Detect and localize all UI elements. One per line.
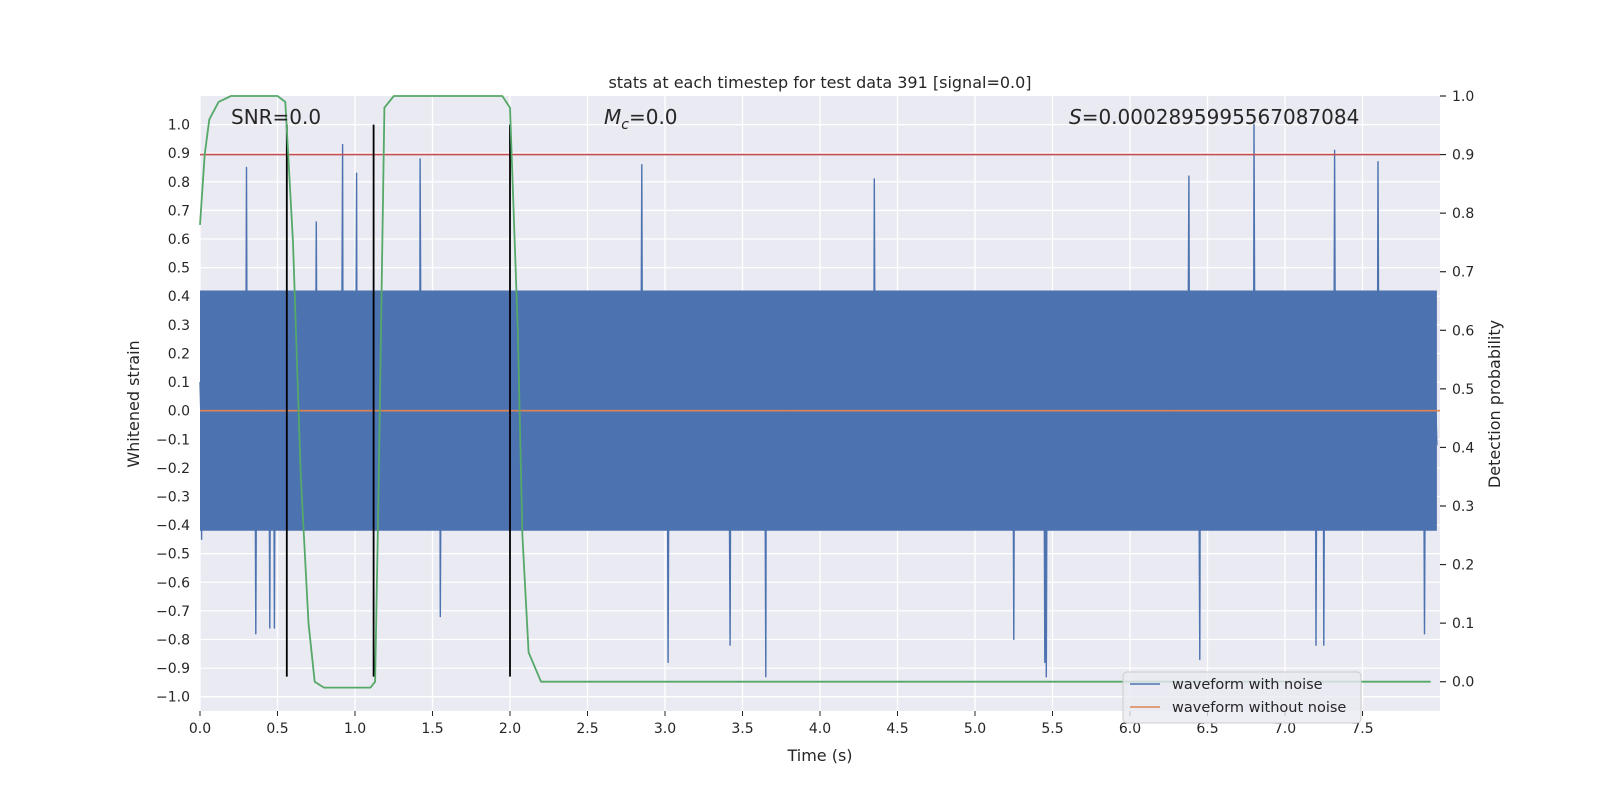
chirp-mass-annotation: Mc=0.0: [604, 105, 678, 133]
x-tick-label: 7.0: [1274, 721, 1296, 737]
x-tick-label: 4.5: [886, 721, 908, 737]
legend-box: [1122, 671, 1362, 724]
y-right-tick-label: 0.6: [1452, 323, 1474, 339]
x-tick-label: 4.0: [809, 721, 831, 737]
detection-probability-line: [199, 95, 1431, 689]
chirp-mass-value: =0.0: [629, 105, 678, 129]
x-tick-label: 5.0: [964, 721, 986, 737]
x-tick-label: 2.5: [576, 721, 598, 737]
x-tick-label: 5.5: [1041, 721, 1063, 737]
y-tick-label: 0.9: [168, 146, 190, 162]
y-tick-label: −0.3: [156, 489, 190, 505]
x-tick-label: 0.0: [189, 721, 211, 737]
score-value: =0.0002895995567087084: [1082, 105, 1360, 129]
y-right-tick-label: 0.1: [1452, 616, 1474, 632]
chart-title: stats at each timestep for test data 391…: [608, 73, 1031, 92]
y-tick-label: −0.2: [156, 461, 190, 477]
y-right-tick-label: 0.0: [1452, 675, 1474, 691]
y-tick-label: 0.6: [168, 232, 190, 248]
y-right-tick-label: 0.4: [1452, 440, 1474, 456]
y-tick-label: −0.8: [156, 632, 190, 648]
y-right-tick-label: 0.8: [1452, 206, 1474, 222]
y-tick-label: 1.0: [168, 118, 190, 134]
score-symbol: S: [1069, 105, 1082, 129]
y-tick-label: −0.9: [156, 661, 190, 677]
y-axis-right-label: Detection probability: [1485, 320, 1504, 488]
x-axis-label: Time (s): [786, 746, 852, 765]
y-axis-label: Whitened strain: [124, 340, 143, 467]
y-right-tick-label: 1.0: [1452, 89, 1474, 105]
y-right-tick-label: 0.9: [1452, 148, 1474, 164]
x-tick-label: 6.5: [1196, 721, 1218, 737]
snr-annotation: SNR=0.0: [231, 105, 321, 129]
y-tick-label: 0.0: [168, 404, 190, 420]
y-tick-label: 0.8: [168, 175, 190, 191]
y-right-tick-label: 0.2: [1452, 558, 1474, 574]
y-tick-label: 0.2: [168, 346, 190, 362]
x-tick-label: 1.5: [421, 721, 443, 737]
y-tick-label: 0.4: [168, 289, 190, 305]
x-tick-label: 1.0: [344, 721, 366, 737]
y-right-tick-label: 0.5: [1452, 382, 1474, 398]
y-tick-label: 0.3: [168, 318, 190, 334]
x-tick-label: 6.0: [1119, 721, 1141, 737]
overlay-lines: [199, 95, 1440, 689]
y-tick-label: −0.4: [156, 518, 190, 534]
y-tick-label: −0.7: [156, 604, 190, 620]
x-tick-label: 3.0: [654, 721, 676, 737]
y-tick-label: 0.1: [168, 375, 190, 391]
score-annotation: S=0.0002895995567087084: [1069, 105, 1359, 129]
legend-label-waveform-without-noise: waveform without noise: [1172, 700, 1346, 716]
y-tick-label: −0.6: [156, 575, 190, 591]
y-tick-label: 0.5: [168, 261, 190, 277]
y-tick-label: −1.0: [156, 690, 190, 706]
y-tick-label: −0.1: [156, 432, 190, 448]
x-tick-label: 3.5: [731, 721, 753, 737]
legend-label-waveform-with-noise: waveform with noise: [1172, 677, 1323, 693]
y-tick-label: −0.5: [156, 547, 190, 563]
axes: 0.0 0.5 1.0 1.5 2.0 2.5 3.0 3.5 4.0 4.5 5.0 5.5 6.0 6…: [156, 89, 1474, 737]
y-right-tick-label: 0.7: [1452, 265, 1474, 281]
legend: waveform with noise waveform without noi…: [1122, 671, 1362, 724]
y-right-tick-label: 0.3: [1452, 499, 1474, 515]
chirp-mass-subscript: c: [621, 117, 629, 133]
x-tick-label: 2.0: [499, 721, 521, 737]
x-tick-label: 7.5: [1351, 721, 1373, 737]
y-tick-label: 0.7: [168, 203, 190, 219]
x-tick-label: 0.5: [266, 721, 288, 737]
chirp-mass-symbol: M: [604, 105, 621, 129]
